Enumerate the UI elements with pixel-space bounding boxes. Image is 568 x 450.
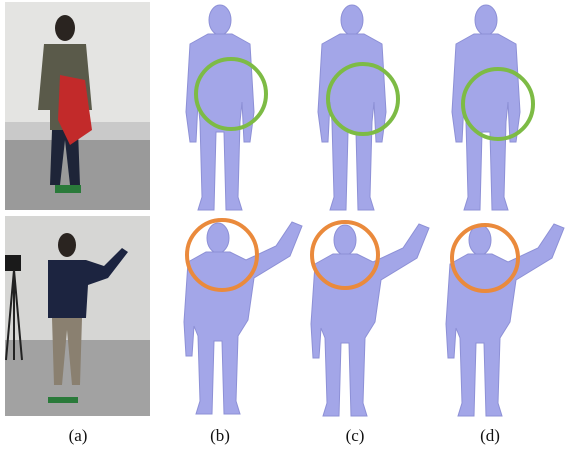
panel-label: (d) (480, 426, 500, 445)
photo-bottom (5, 216, 150, 416)
photo-top (5, 2, 150, 210)
panel-label: (a) (69, 426, 88, 445)
panel-label: (b) (210, 426, 230, 445)
highlights (185, 57, 535, 293)
panel-label: (c) (346, 426, 365, 445)
